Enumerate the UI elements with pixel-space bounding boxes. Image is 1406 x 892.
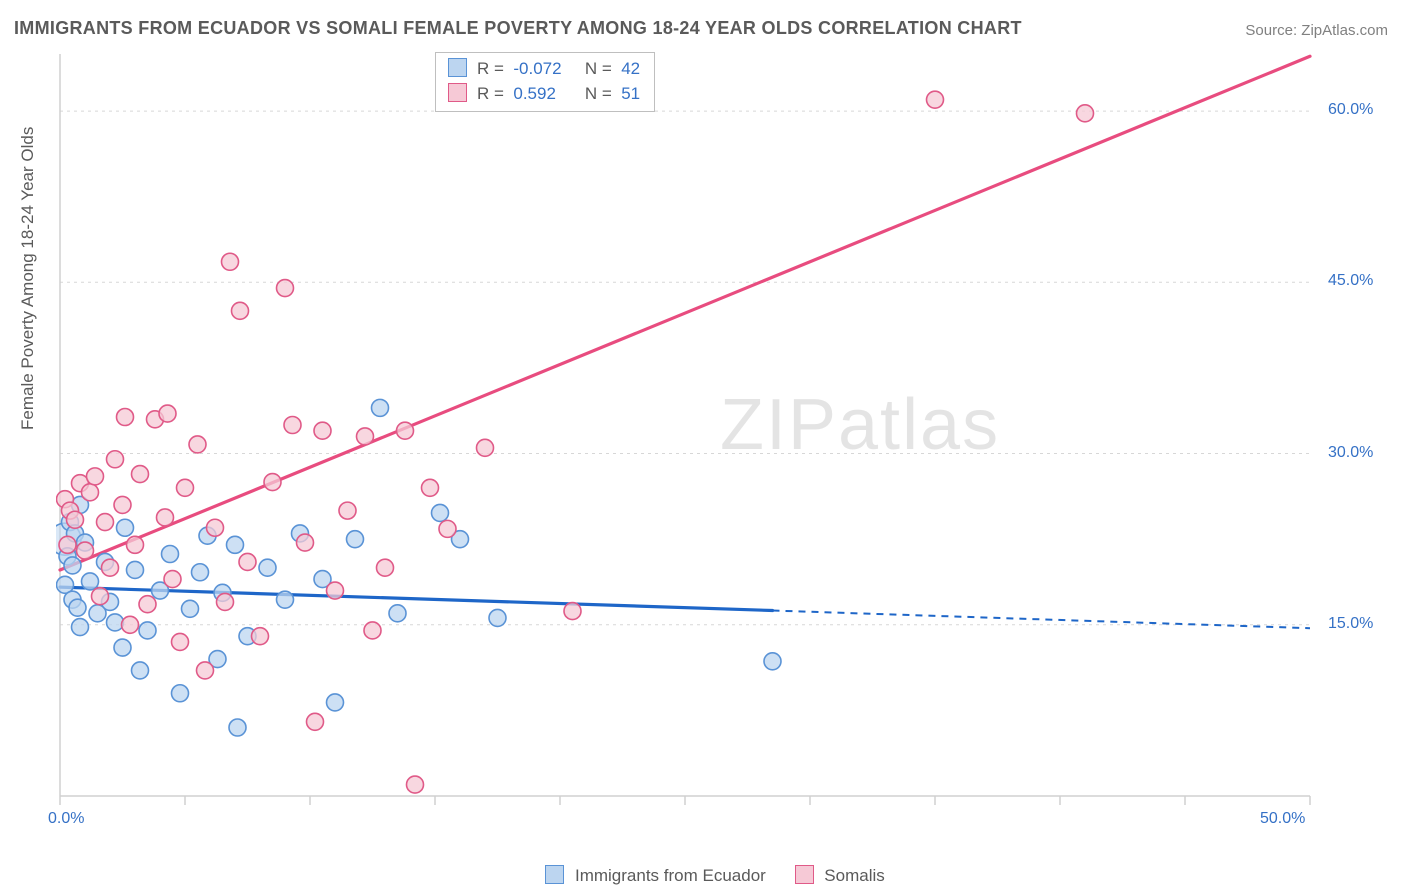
scatter-plot: [56, 48, 1386, 828]
legend-label-somali: Somalis: [824, 866, 884, 885]
legend-swatch-ecuador: [545, 865, 564, 884]
stats-row-somali: R = 0.592 N = 51: [448, 82, 640, 107]
chart-title: IMMIGRANTS FROM ECUADOR VS SOMALI FEMALE…: [14, 18, 1022, 39]
legend-label-ecuador: Immigrants from Ecuador: [575, 866, 766, 885]
correlation-stats-box: R = -0.072 N = 42R = 0.592 N = 51: [435, 52, 655, 112]
legend-swatch-somali: [795, 865, 814, 884]
y-tick-label: 15.0%: [1328, 615, 1373, 633]
y-tick-label: 45.0%: [1328, 272, 1373, 290]
stats-row-ecuador: R = -0.072 N = 42: [448, 57, 640, 82]
y-axis-label: Female Poverty Among 18-24 Year Olds: [18, 127, 38, 430]
source-credit: Source: ZipAtlas.com: [1245, 22, 1388, 39]
x-tick-label: 0.0%: [48, 810, 84, 828]
source-name: ZipAtlas.com: [1301, 22, 1388, 39]
legend-bottom: Immigrants from Ecuador Somalis: [0, 865, 1406, 886]
x-tick-label: 50.0%: [1260, 810, 1305, 828]
source-prefix: Source:: [1245, 22, 1301, 39]
y-tick-label: 60.0%: [1328, 101, 1373, 119]
y-tick-label: 30.0%: [1328, 444, 1373, 462]
